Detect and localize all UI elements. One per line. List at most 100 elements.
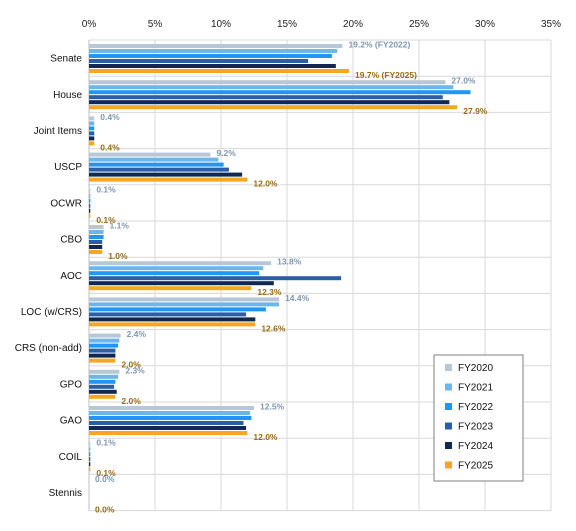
bar-fy2022 <box>89 90 471 95</box>
bar-fy2023 <box>89 131 95 136</box>
bars <box>89 44 471 472</box>
bar-fy2023 <box>89 457 91 462</box>
data-label-bottom: 2.0% <box>121 396 141 406</box>
legend-swatch-fy2020 <box>445 364 452 371</box>
x-tick-label: 15% <box>277 19 297 30</box>
bar-fy2021 <box>89 374 119 379</box>
data-label-top: 0.0% <box>95 474 115 484</box>
data-label-top: 2.3% <box>125 365 145 375</box>
bar-fy2025 <box>89 141 95 146</box>
category-label: Senate <box>50 54 82 65</box>
bar-fy2025 <box>89 394 116 399</box>
bar-fy2020 <box>89 406 254 410</box>
data-label-top: 0.1% <box>96 184 116 194</box>
bar-fy2020 <box>89 442 91 447</box>
category-label: LOC (w/CRS) <box>21 307 82 318</box>
data-label-bottom: 1.0% <box>108 251 128 261</box>
legend-label-fy2021: FY2021 <box>458 383 493 394</box>
bar-fy2024 <box>89 281 274 286</box>
bar-fy2023 <box>89 421 244 425</box>
bar-fy2021 <box>89 411 251 415</box>
data-label-bottom: 0.4% <box>100 142 120 152</box>
data-labels: 19.2% (FY2022) 19.7% (FY2025) 27.0% 27.9% 0.… <box>95 40 488 515</box>
legend: FY2020 FY2021 FY2022 FY2023 FY2024 FY2025 <box>433 354 524 482</box>
bar-fy2023 <box>89 240 103 244</box>
bar-fy2022 <box>89 416 252 420</box>
bar-fy2022 <box>89 162 224 167</box>
bar-fy2020 <box>89 225 104 229</box>
bar-fy2022 <box>89 379 116 384</box>
bar-fy2024 <box>89 172 243 177</box>
bar-fy2020 <box>89 333 121 338</box>
bar-fy2022 <box>89 198 91 203</box>
bar-fy2020 <box>89 116 95 121</box>
bar-fy2021 <box>89 121 95 126</box>
bar-fy2020 <box>89 44 343 48</box>
data-label-top: 27.0% <box>451 76 476 86</box>
legend-swatch-fy2025 <box>445 461 452 469</box>
bar-fy2020 <box>89 188 91 193</box>
bar-fy2024 <box>89 208 91 213</box>
bar-fy2021 <box>89 302 280 307</box>
legend-swatch-fy2024 <box>445 442 452 449</box>
bar-fy2025 <box>89 322 256 327</box>
bar-fy2021 <box>89 266 264 271</box>
x-tick-label: 10% <box>211 19 231 30</box>
data-label-bottom: 12.6% <box>261 323 286 333</box>
x-axis-ticks: 0% 5% 10% 15% 20% 25% 30% 35% <box>82 19 561 30</box>
bar-fy2025 <box>89 213 91 218</box>
legend-box <box>433 354 524 482</box>
legend-label-fy2020: FY2020 <box>458 363 493 374</box>
bar-fy2021 <box>89 447 91 452</box>
legend-label-fy2022: FY2022 <box>458 402 493 413</box>
bar-fy2020 <box>89 369 120 374</box>
bar-fy2022 <box>89 343 119 348</box>
bar-fy2025 <box>89 105 458 110</box>
bar-fy2023 <box>89 167 229 172</box>
bar-fy2024 <box>89 426 247 430</box>
x-tick-label: 5% <box>148 19 163 30</box>
bar-fy2025 <box>89 467 91 472</box>
category-label: CRS (non-add) <box>15 343 82 354</box>
legend-swatch-fy2021 <box>445 383 452 391</box>
data-label-top: 2.4% <box>127 329 147 339</box>
bar-fy2023 <box>89 203 91 208</box>
data-label-top: 12.5% <box>260 402 285 412</box>
data-label-bottom: 2.0% <box>121 360 141 370</box>
bar-fy2023 <box>89 276 342 281</box>
data-label-top: 1.1% <box>110 221 130 231</box>
category-label: House <box>53 90 82 101</box>
category-label: Stennis <box>49 488 82 499</box>
data-label-top: 13.8% <box>277 257 302 267</box>
category-label: AOC <box>60 271 82 282</box>
data-label-top: 0.4% <box>100 112 120 122</box>
bar-fy2022 <box>89 126 95 131</box>
category-label: Joint Items <box>34 126 82 137</box>
bar-fy2021 <box>89 230 104 234</box>
bar-fy2021 <box>89 157 219 162</box>
bar-fy2025 <box>89 250 103 254</box>
x-tick-label: 20% <box>343 19 363 30</box>
category-labels: Senate House Joint Items USCP OCWR CBO AOC LOC … <box>15 54 83 499</box>
data-label-bottom: 12.0% <box>253 432 278 442</box>
x-tick-label: 0% <box>82 19 97 30</box>
bar-fy2022 <box>89 307 266 312</box>
bar-fy2025 <box>89 69 350 73</box>
bar-fy2024 <box>89 317 256 322</box>
bar-fy2021 <box>89 85 454 90</box>
bar-fy2022 <box>89 235 104 239</box>
data-label-top: 14.4% <box>285 293 310 303</box>
category-label: COIL <box>59 452 83 463</box>
data-label-bottom: 12.3% <box>257 287 282 297</box>
bar-fy2025 <box>89 431 248 435</box>
data-label-bottom: 27.9% <box>463 106 488 116</box>
bar-fy2024 <box>89 64 336 68</box>
category-label: GPO <box>60 379 82 390</box>
bar-fy2023 <box>89 95 443 100</box>
x-tick-label: 35% <box>541 19 561 30</box>
bar-fy2022 <box>89 452 91 457</box>
legend-label-fy2025: FY2025 <box>458 461 493 472</box>
bar-fy2024 <box>89 353 116 358</box>
bar-fy2024 <box>89 245 103 249</box>
